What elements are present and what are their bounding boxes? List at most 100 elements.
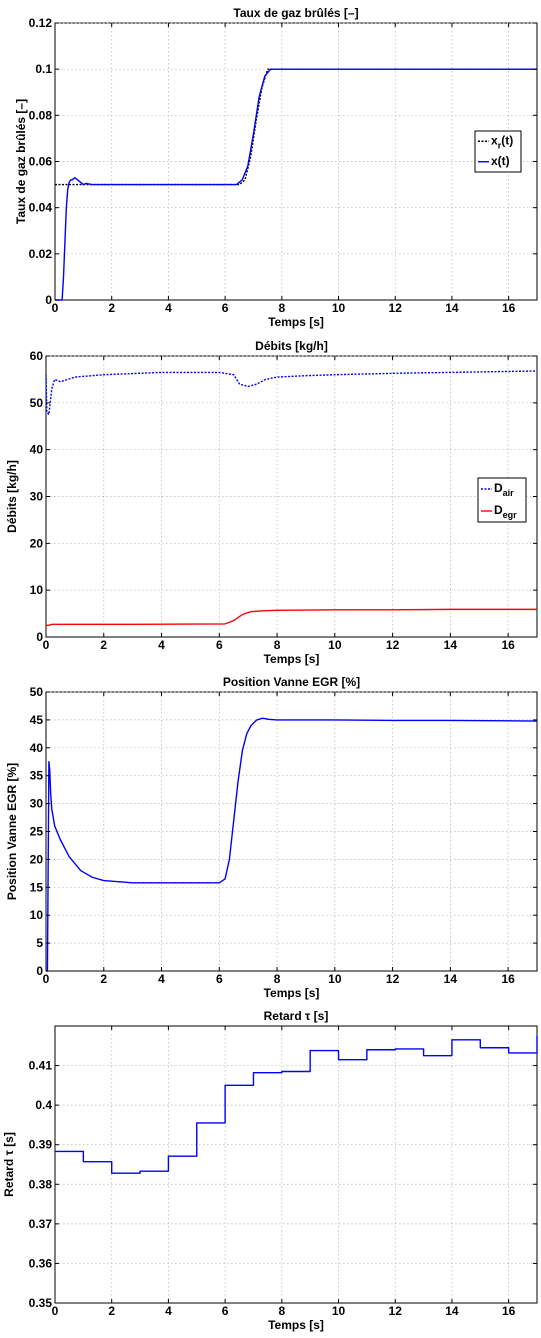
- y-tick-label: 0.39: [29, 1138, 53, 1152]
- y-tick-label: 0.4: [35, 1098, 52, 1112]
- y-tick-label: 20: [30, 852, 44, 866]
- y-tick-label: 0: [36, 964, 43, 978]
- legend: xr(t) x(t): [474, 130, 522, 173]
- series-line-1: [46, 717, 538, 972]
- x-tick-label: 4: [165, 301, 172, 315]
- x-tick-label: 12: [386, 972, 400, 986]
- y-tick-label: 30: [30, 490, 44, 504]
- x-axis-label: Temps [s]: [268, 315, 324, 329]
- chart-1: 0 2 4 6 8 10 12 14 16 0 0.02 0.04 0.06 0.08 0.1 0.12 Tau…: [14, 6, 538, 329]
- x-tick-label: 12: [389, 1304, 403, 1318]
- x-tick-label: 16: [502, 301, 516, 315]
- x-tick-label: 2: [108, 1304, 115, 1318]
- legend-label: x(t): [491, 154, 510, 168]
- x-tick-label: 8: [278, 301, 285, 315]
- legend-label: Degr: [494, 503, 517, 520]
- y-tick-label: 15: [30, 880, 44, 894]
- chart-title: Retard τ [s]: [264, 1009, 329, 1023]
- chart-title: Taux de gaz brûlés [–]: [233, 6, 358, 20]
- y-tick-label: 0.35: [29, 1296, 53, 1310]
- x-axis-label: Temps [s]: [264, 986, 320, 1000]
- series-line-2: [55, 68, 537, 301]
- x-tick-label: 4: [165, 1304, 172, 1318]
- y-tick-label: 0.36: [29, 1256, 53, 1270]
- x-tick-label: 6: [222, 1304, 229, 1318]
- x-tick-label: 14: [444, 638, 458, 652]
- x-tick-label: 2: [100, 638, 107, 652]
- series-line-2: [46, 608, 537, 626]
- series-line-1: [55, 68, 537, 186]
- x-tick-label: 14: [445, 1304, 459, 1318]
- y-tick-label: 0.1: [35, 62, 52, 76]
- x-tick-label: 16: [501, 638, 515, 652]
- y-tick-label: 45: [30, 713, 44, 727]
- y-tick-label: 0.38: [29, 1177, 53, 1191]
- y-tick-label: 40: [30, 443, 44, 457]
- y-tick-label: 10: [30, 908, 44, 922]
- y-tick-label: 0.37: [29, 1217, 53, 1231]
- y-tick-label: 25: [30, 825, 44, 839]
- y-axis-label: Taux de gaz brûlés [–]: [14, 99, 28, 224]
- x-tick-label: 10: [332, 301, 346, 315]
- y-tick-label: 10: [30, 583, 44, 597]
- y-tick-label: 0.08: [29, 108, 53, 122]
- chart-2: 0 2 4 6 8 10 12 14 16 0 10 20 30 40 50 60 Débits [kg/h] T…: [5, 339, 538, 666]
- x-tick-label: 14: [444, 972, 458, 986]
- legend-box: [477, 477, 527, 523]
- x-tick-label: 0: [52, 301, 59, 315]
- x-tick-label: 2: [108, 301, 115, 315]
- x-tick-label: 6: [216, 972, 223, 986]
- y-tick-label: 0: [36, 630, 43, 644]
- x-tick-label: 8: [278, 1304, 285, 1318]
- y-axis-label: Retard τ [s]: [2, 1132, 16, 1197]
- legend-box: [474, 130, 522, 173]
- y-tick-label: 60: [30, 349, 44, 363]
- chart-title: Débits [kg/h]: [255, 339, 328, 353]
- y-tick-label: 0.06: [29, 155, 53, 169]
- y-tick-label: 50: [30, 396, 44, 410]
- x-tick-label: 12: [389, 301, 403, 315]
- x-tick-label: 4: [158, 972, 165, 986]
- x-tick-label: 16: [502, 1304, 516, 1318]
- chart-title: Position Vanne EGR [%]: [223, 675, 360, 689]
- x-axis-label: Temps [s]: [268, 1318, 324, 1332]
- x-tick-label: 16: [501, 972, 515, 986]
- series-line-1: [45, 370, 538, 416]
- y-tick-label: 20: [30, 536, 44, 550]
- x-tick-label: 2: [100, 972, 107, 986]
- y-tick-label: 35: [30, 769, 44, 783]
- legend-label: xr(t): [491, 133, 513, 150]
- y-tick-label: 0.04: [29, 201, 53, 215]
- x-tick-label: 4: [158, 638, 165, 652]
- x-tick-label: 0: [43, 972, 50, 986]
- x-axis-label: Temps [s]: [264, 652, 320, 666]
- x-tick-label: 14: [445, 301, 459, 315]
- legend-label: Dair: [494, 481, 514, 498]
- y-tick-label: 0.12: [29, 16, 53, 30]
- x-tick-label: 10: [328, 638, 342, 652]
- x-tick-label: 6: [216, 638, 223, 652]
- legend: Dair Degr: [477, 477, 527, 523]
- y-tick-label: 0.02: [29, 247, 53, 261]
- x-tick-label: 8: [274, 638, 281, 652]
- x-tick-label: 10: [332, 1304, 346, 1318]
- x-tick-label: 0: [43, 638, 50, 652]
- x-tick-label: 12: [386, 638, 400, 652]
- chart-4: 0 2 4 6 8 10 12 14 16 0.35 0.36 0.37 0.38 0.39 0.4 0.41…: [2, 1009, 538, 1332]
- plot-area: [54, 1025, 538, 1304]
- y-axis-label: Débits [kg/h]: [5, 460, 19, 533]
- x-tick-label: 6: [222, 301, 229, 315]
- x-tick-label: 0: [52, 1304, 59, 1318]
- x-tick-label: 8: [274, 972, 281, 986]
- y-tick-label: 30: [30, 797, 44, 811]
- y-tick-label: 0: [45, 293, 52, 307]
- y-tick-label: 0.41: [29, 1059, 53, 1073]
- y-tick-label: 5: [36, 936, 43, 950]
- x-tick-label: 10: [328, 972, 342, 986]
- series-line-1: [55, 1035, 538, 1174]
- y-tick-label: 40: [30, 741, 44, 755]
- y-axis-label: Position Vanne EGR [%]: [5, 763, 19, 900]
- chart-3: 0 2 4 6 8 10 12 14 16 0 5 10 15 20 25 30 35 40 45 50 Positio…: [5, 675, 538, 1000]
- y-tick-label: 50: [30, 685, 44, 699]
